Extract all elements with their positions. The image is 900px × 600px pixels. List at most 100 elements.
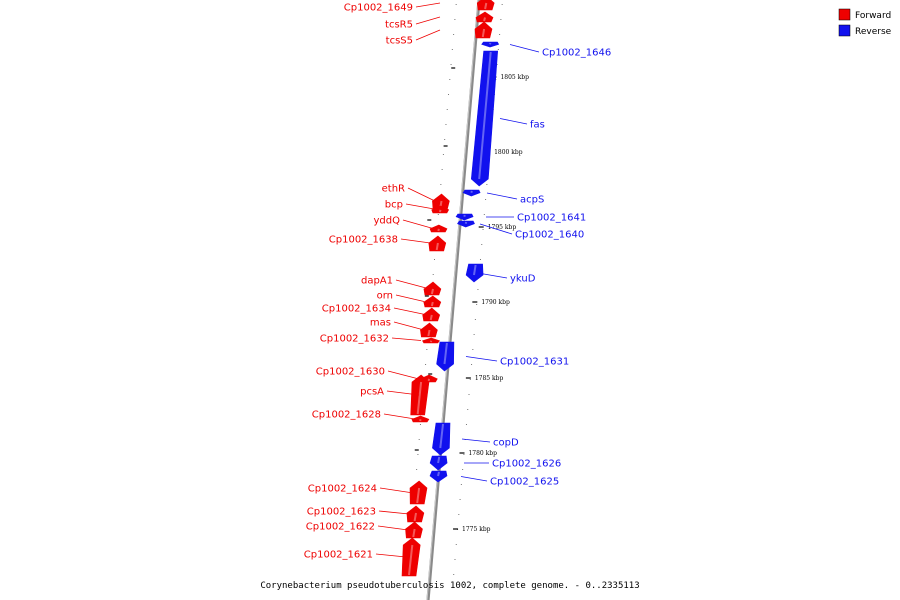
gene-leader-line-yddQ — [402, 219, 434, 229]
gene-arrow-Cp1002_1626 — [429, 455, 448, 471]
guide-dot — [448, 94, 450, 95]
scale-tick-label: 1795 kbp — [488, 224, 517, 231]
gene-leader-line-Cp1002_1621 — [375, 553, 407, 558]
gene-label-dapA1[interactable]: dapA1 — [361, 276, 393, 287]
gene-label-pcsA[interactable]: pcsA — [360, 387, 384, 398]
gene-label-mas[interactable]: mas — [370, 318, 391, 329]
gene-shading-Cp1002_1630 — [427, 378, 431, 382]
guide-dot — [459, 499, 461, 500]
gene-label-tcsS5[interactable]: tcsS5 — [386, 36, 413, 47]
gene-label-Cp1002_1646[interactable]: Cp1002_1646 — [542, 48, 611, 59]
gene-shading-Cp1002_1622 — [412, 528, 416, 538]
gene-label-Cp1002_1641[interactable]: Cp1002_1641 — [517, 213, 586, 224]
gene-arrow-Cp1002_1624 — [409, 480, 428, 505]
gene-arrow-Cp1002_1631 — [436, 341, 455, 372]
guide-dot — [440, 184, 442, 185]
gene-label-Cp1002_1640[interactable]: Cp1002_1640 — [515, 230, 584, 241]
gene-label-Cp1002_1634[interactable]: Cp1002_1634 — [322, 304, 391, 315]
gene-shading-Cp1002_1631 — [443, 342, 448, 365]
gene-leader-line-Cp1002_1638 — [400, 238, 435, 244]
gene-label-Cp1002_1649[interactable]: Cp1002_1649 — [344, 3, 413, 14]
guide-dot — [433, 259, 435, 260]
guide-dot — [460, 484, 462, 485]
guide-dot — [467, 409, 469, 410]
gene-arrow-Cp1002_1641 — [455, 213, 474, 221]
gene-leader-line-Cp1002_1628 — [383, 413, 416, 420]
gene-shading-fas — [478, 51, 492, 180]
gene-arrow-Cp1002_1632 — [422, 337, 440, 344]
gene-leader-line-Cp1002_1631 — [465, 356, 498, 362]
gene-label-Cp1002_1638[interactable]: Cp1002_1638 — [329, 235, 398, 246]
scale-tick-label: 1780 kbp — [468, 450, 497, 457]
gene-arrow-fas — [470, 50, 499, 187]
guide-dot — [469, 379, 471, 380]
legend-forward-swatch — [838, 8, 851, 21]
gene-label-Cp1002_1626[interactable]: Cp1002_1626 — [492, 459, 561, 470]
guide-dot — [476, 304, 478, 305]
gene-shading-acpS — [470, 190, 473, 194]
gene-arrow-Cp1002_1621 — [401, 537, 421, 577]
gene-shading-Cp1002_1623 — [413, 512, 417, 522]
gene-shading-tcsR5 — [483, 17, 486, 22]
guide-dot — [455, 4, 457, 5]
gene-label-Cp1002_1623[interactable]: Cp1002_1623 — [307, 507, 376, 518]
gene-shading-Cp1002_1638 — [435, 242, 439, 251]
gene-leader-line-Cp1002_1622 — [377, 525, 409, 531]
guide-dot — [425, 364, 427, 365]
gene-label-Cp1002_1632[interactable]: Cp1002_1632 — [320, 334, 389, 345]
gene-leader-line-dapA1 — [395, 279, 429, 289]
gene-label-Cp1002_1631[interactable]: Cp1002_1631 — [500, 357, 569, 368]
gene-shading-pcsA — [416, 381, 423, 415]
guide-dot — [471, 364, 473, 365]
gene-label-Cp1002_1622[interactable]: Cp1002_1622 — [306, 522, 375, 533]
gene-label-ykuD[interactable]: ykuD — [510, 274, 536, 285]
gene-leader-line-bcp — [405, 203, 438, 210]
guide-dot — [419, 424, 421, 425]
genome-backbone-line — [426, 0, 481, 600]
guide-dot — [465, 424, 467, 425]
gene-label-fas[interactable]: fas — [530, 120, 545, 131]
gene-shading-Cp1002_1634 — [429, 314, 433, 321]
gene-shading-bcp — [438, 209, 442, 213]
gene-leader-line-orn — [395, 294, 425, 302]
gene-label-yddQ[interactable]: yddQ — [374, 216, 401, 227]
gene-arrow-acpS — [462, 189, 481, 197]
gene-label-Cp1002_1621[interactable]: Cp1002_1621 — [304, 550, 373, 561]
gene-label-Cp1002_1625[interactable]: Cp1002_1625 — [490, 477, 559, 488]
gene-label-Cp1002_1624[interactable]: Cp1002_1624 — [308, 484, 377, 495]
guide-dot — [497, 49, 499, 50]
guide-dot — [501, 4, 503, 5]
gene-shading-Cp1002_1649 — [484, 2, 488, 10]
scale-ticks: 1805 kbp 1800 kbp 1795 kbp 1790 kbp 1785 kbp… — [453, 74, 529, 533]
scale-tick-label: 1775 kbp — [462, 526, 491, 533]
guide-dot — [446, 109, 448, 110]
gene-label-acpS[interactable]: acpS — [520, 195, 544, 206]
gene-label-ethR[interactable]: ethR — [382, 184, 405, 195]
guide-dot — [418, 439, 420, 440]
gene-shading-Cp1002_1625 — [437, 471, 440, 477]
gene-label-copD[interactable]: copD — [493, 438, 519, 449]
gene-leader-line-Cp1002_1634 — [393, 307, 426, 315]
guide-dot — [472, 349, 474, 350]
gene-shading-Cp1002_1626 — [437, 456, 441, 464]
scale-tick-label: 1800 kbp — [494, 149, 523, 156]
guide-dot — [481, 244, 483, 245]
guide-dot — [445, 124, 447, 125]
guide-dot — [453, 34, 455, 35]
guide-dot — [474, 319, 476, 320]
gene-arrow-Cp1002_1634 — [422, 307, 441, 322]
gene-shading-Cp1002_1640 — [464, 221, 468, 224]
gene-arrow-ykuD — [465, 263, 484, 283]
gene-label-bcp[interactable]: bcp — [385, 200, 403, 211]
gene-leader-line-Cp1002_1640 — [479, 223, 513, 235]
gene-arrow-Cp1002_1640 — [457, 220, 475, 228]
gene-label-Cp1002_1628[interactable]: Cp1002_1628 — [312, 410, 381, 421]
scale-tick-label: 1805 kbp — [500, 74, 529, 81]
gene-label-orn[interactable]: orn — [377, 291, 393, 302]
guide-dot — [463, 454, 465, 455]
gene-label-tcsR5[interactable]: tcsR5 — [385, 20, 413, 31]
guide-dot — [496, 64, 498, 65]
gene-label-Cp1002_1630[interactable]: Cp1002_1630 — [316, 367, 385, 378]
guide-dot — [442, 154, 444, 155]
